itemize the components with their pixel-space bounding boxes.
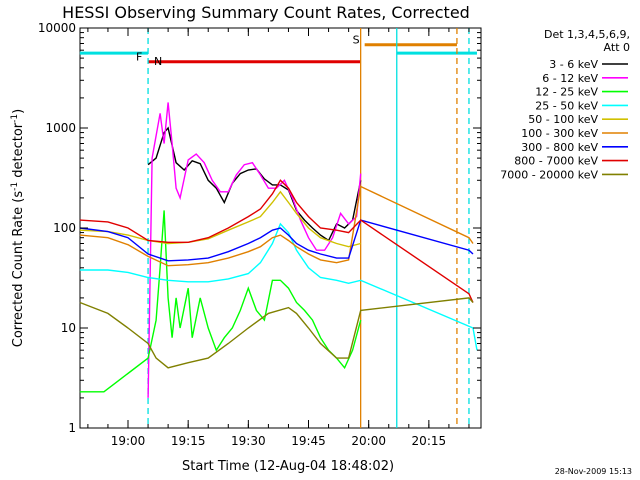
x-tick-label: 19:00 xyxy=(111,434,146,448)
y-axis-label: Corrected Count Rate (s-1 detector-1) xyxy=(10,109,26,347)
series-line-6-12-keV xyxy=(147,102,362,398)
plot-area: F N S 1 10 100 1000 10000 19:00 19:15 19:30 19:45… xyxy=(38,21,482,448)
legend-label: 25 - 50 keV xyxy=(535,99,598,112)
y-tick-label: 1000 xyxy=(45,121,76,135)
legend-label: 12 - 25 keV xyxy=(535,86,598,99)
y-label-main: Corrected Count Rate (s xyxy=(11,191,26,348)
y-axis-ticks: 1 10 100 1000 10000 xyxy=(38,21,481,435)
y-tick-label: 100 xyxy=(53,221,76,235)
x-tick-label: 20:00 xyxy=(351,434,386,448)
y-label-sup2: -1 xyxy=(10,114,20,123)
y-tick-label: 10 xyxy=(61,321,76,335)
y-label-end: ) xyxy=(11,109,26,114)
flag-label-S: S xyxy=(353,33,360,46)
x-axis-ticks: 19:00 19:15 19:30 19:45 20:00 20:15 xyxy=(87,28,470,448)
x-tick-label: 20:15 xyxy=(412,434,447,448)
legend-label: 100 - 300 keV xyxy=(521,127,598,140)
legend-label: 300 - 800 keV xyxy=(521,141,598,154)
flag-lines xyxy=(79,43,477,64)
series-line-25-50-keV xyxy=(79,222,478,351)
y-tick-label: 1 xyxy=(68,421,76,435)
x-tick-label: 19:45 xyxy=(291,434,326,448)
legend-label: 800 - 7000 keV xyxy=(514,155,598,168)
series-line-300-800-keV xyxy=(79,219,474,262)
x-axis-label: Start Time (12-Aug-04 18:48:02) xyxy=(182,459,394,474)
legend-label: 50 - 100 keV xyxy=(528,113,598,126)
flag-label-N: N xyxy=(154,55,162,68)
chart-title: HESSI Observing Summary Count Rates, Cor… xyxy=(62,3,470,22)
x-tick-label: 19:30 xyxy=(231,434,266,448)
legend-label: 3 - 6 keV xyxy=(549,58,598,71)
footer-date: 28-Nov-2009 15:13 xyxy=(555,467,632,476)
y-label-mid: detector xyxy=(11,122,26,182)
series-line-100-300-keV xyxy=(79,185,474,267)
flag-labels: F N S xyxy=(136,33,360,68)
legend-header-detectors: Det 1,3,4,5,6,9, xyxy=(544,28,630,41)
series-line-7000-20000-keV xyxy=(79,297,474,369)
x-tick-label: 19:15 xyxy=(171,434,206,448)
series-line-3-6-keV xyxy=(147,126,362,242)
y-tick-label: 10000 xyxy=(38,21,76,35)
legend-label: 7000 - 20000 keV xyxy=(500,168,598,181)
legend-label: 6 - 12 keV xyxy=(542,72,598,85)
series-line-800-7000-keV xyxy=(79,179,474,303)
y-label-sup1: -1 xyxy=(10,182,20,191)
series-line-12-25-keV xyxy=(79,210,362,393)
legend-header-attenuator: Att 0 xyxy=(604,41,630,54)
series-lines xyxy=(79,102,478,398)
flag-label-F: F xyxy=(136,51,142,64)
